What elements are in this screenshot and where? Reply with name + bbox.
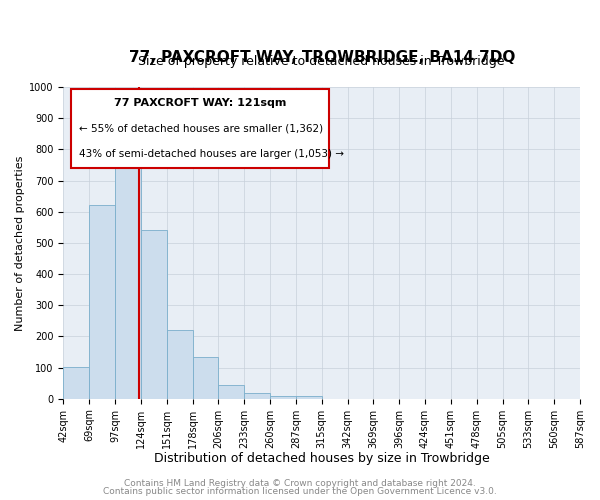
Bar bbox=[270, 396, 296, 398]
Bar bbox=[141, 230, 167, 398]
Text: Size of property relative to detached houses in Trowbridge: Size of property relative to detached ho… bbox=[139, 56, 505, 68]
Title: 77, PAXCROFT WAY, TROWBRIDGE, BA14 7DQ: 77, PAXCROFT WAY, TROWBRIDGE, BA14 7DQ bbox=[128, 50, 515, 65]
Bar bbox=[89, 205, 115, 398]
Y-axis label: Number of detached properties: Number of detached properties bbox=[15, 155, 25, 330]
Text: 43% of semi-detached houses are larger (1,053) →: 43% of semi-detached houses are larger (… bbox=[79, 148, 344, 158]
Bar bbox=[115, 155, 141, 398]
Bar bbox=[296, 396, 322, 398]
Bar bbox=[218, 385, 244, 398]
Text: 77 PAXCROFT WAY: 121sqm: 77 PAXCROFT WAY: 121sqm bbox=[114, 98, 286, 108]
Text: ← 55% of detached houses are smaller (1,362): ← 55% of detached houses are smaller (1,… bbox=[79, 124, 323, 134]
Bar bbox=[193, 358, 218, 399]
Text: Contains HM Land Registry data © Crown copyright and database right 2024.: Contains HM Land Registry data © Crown c… bbox=[124, 478, 476, 488]
Bar bbox=[64, 366, 89, 398]
Bar bbox=[244, 392, 270, 398]
Bar bbox=[167, 330, 193, 398]
X-axis label: Distribution of detached houses by size in Trowbridge: Distribution of detached houses by size … bbox=[154, 452, 490, 465]
Text: Contains public sector information licensed under the Open Government Licence v3: Contains public sector information licen… bbox=[103, 487, 497, 496]
FancyBboxPatch shape bbox=[71, 88, 329, 168]
